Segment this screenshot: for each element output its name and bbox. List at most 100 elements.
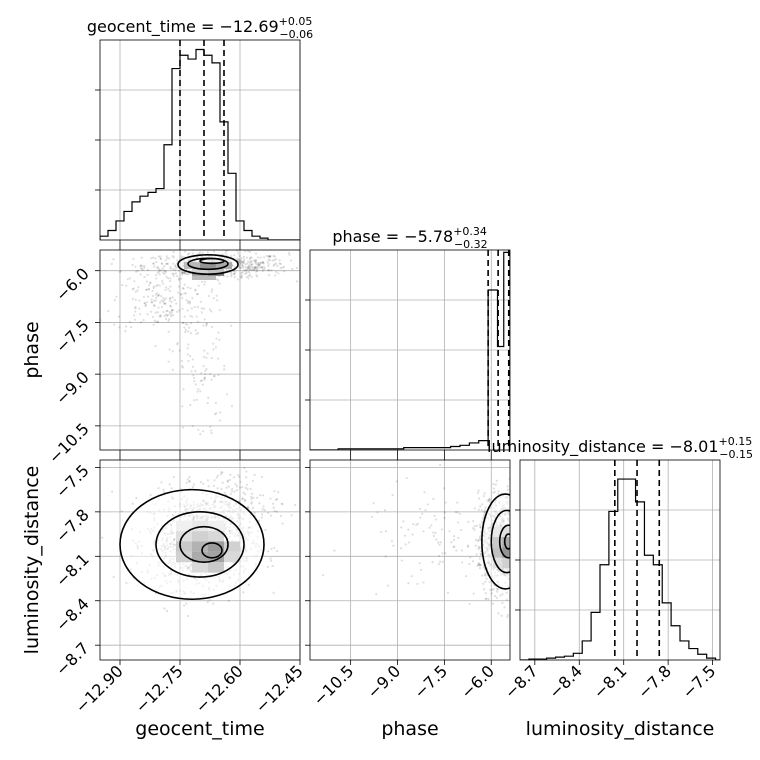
sample-point: [165, 317, 168, 321]
sample-point: [161, 280, 164, 283]
sample-point: [193, 379, 196, 383]
sample-point: [134, 265, 137, 268]
sample-point: [506, 485, 509, 488]
sample-point: [479, 505, 482, 508]
title-median: geocent_time = −12.69: [87, 17, 279, 37]
sample-point: [474, 538, 478, 541]
sample-point: [516, 549, 518, 551]
sample-point: [172, 475, 175, 479]
sample-point: [237, 260, 241, 263]
sample-point: [216, 299, 219, 302]
xtick-label-geocent_time: −12.75: [132, 661, 187, 716]
xlabel-geocent_time: geocent_time: [135, 718, 264, 740]
sample-point: [163, 607, 166, 610]
sample-point: [422, 581, 425, 584]
sample-point: [514, 529, 516, 531]
sample-point: [154, 311, 157, 314]
sample-point: [268, 273, 271, 277]
sample-point: [171, 267, 175, 270]
title-median: phase = −5.78: [332, 227, 453, 246]
sample-point: [196, 390, 199, 393]
sample-point: [513, 553, 515, 555]
sample-point: [199, 390, 202, 393]
sample-point: [263, 265, 266, 269]
sample-point: [255, 260, 258, 263]
sample-point: [176, 310, 179, 313]
sample-point: [526, 483, 528, 485]
sample-point: [154, 296, 158, 299]
sample-point: [151, 315, 155, 319]
sample-point: [497, 490, 500, 493]
sample-point: [517, 581, 519, 583]
sample-point: [253, 266, 256, 269]
sample-point: [243, 269, 246, 272]
sample-point: [522, 557, 524, 559]
sample-point: [203, 283, 206, 286]
sample-point: [200, 307, 203, 310]
sample-point: [513, 526, 515, 528]
xtick-label-geocent_time: −12.45: [252, 661, 307, 716]
sample-point: [511, 517, 513, 519]
density-cell: [192, 275, 216, 280]
sample-point: [152, 262, 155, 266]
sample-point: [488, 498, 491, 501]
sample-point: [193, 399, 196, 402]
sample-point: [460, 549, 463, 552]
sample-point: [140, 267, 143, 270]
sample-point: [478, 537, 481, 540]
sample-point: [203, 372, 207, 376]
sample-point: [274, 498, 278, 502]
sample-point: [517, 532, 519, 534]
ytick-label-phase-group: −9.0: [52, 368, 93, 409]
xtick-label-luminosity_distance-group: −7.5: [679, 661, 720, 702]
sample-point: [156, 283, 159, 286]
sample-point: [439, 541, 442, 544]
sample-point: [125, 325, 128, 328]
sample-point: [255, 496, 259, 499]
sample-point: [267, 258, 270, 261]
sample-point: [153, 285, 156, 288]
sample-point: [256, 268, 259, 271]
title-upper: +0.15: [719, 435, 753, 448]
sample-point: [272, 506, 275, 509]
sample-point: [518, 539, 520, 541]
sample-point: [210, 429, 213, 432]
sample-point: [157, 293, 161, 296]
sample-point: [184, 292, 187, 295]
sample-point: [482, 513, 485, 516]
sample-point: [241, 485, 244, 489]
sample-point: [207, 396, 210, 399]
sample-point: [512, 536, 514, 538]
sample-point: [239, 261, 242, 264]
panel-0-content: [100, 250, 300, 436]
sample-point: [514, 540, 516, 542]
sample-point: [426, 503, 429, 506]
sample-point: [272, 254, 275, 257]
sample-point: [495, 590, 499, 593]
sample-point: [247, 274, 250, 277]
sample-point: [200, 311, 204, 314]
sample-point: [511, 527, 513, 529]
sample-point: [131, 502, 134, 505]
sample-point: [180, 293, 183, 296]
sample-point: [206, 600, 209, 604]
sample-point: [183, 315, 186, 318]
sample-point: [191, 315, 194, 319]
sample-point: [159, 314, 162, 317]
sample-point: [164, 297, 168, 300]
sample-point: [158, 284, 161, 287]
sample-point: [511, 552, 513, 554]
xtick-label-phase: −10.5: [309, 661, 357, 709]
hist-geocent_time-step: [100, 48, 300, 240]
sample-point: [215, 278, 219, 281]
sample-point: [376, 511, 379, 514]
sample-point: [512, 521, 514, 523]
sample-point: [134, 310, 137, 313]
sample-point: [176, 343, 179, 346]
sample-point: [395, 480, 398, 483]
sample-point: [461, 561, 464, 564]
sample-point: [514, 520, 516, 522]
xtick-label-geocent_time-group: −12.90: [72, 661, 127, 716]
sample-point: [171, 255, 174, 258]
sample-point: [252, 496, 255, 499]
